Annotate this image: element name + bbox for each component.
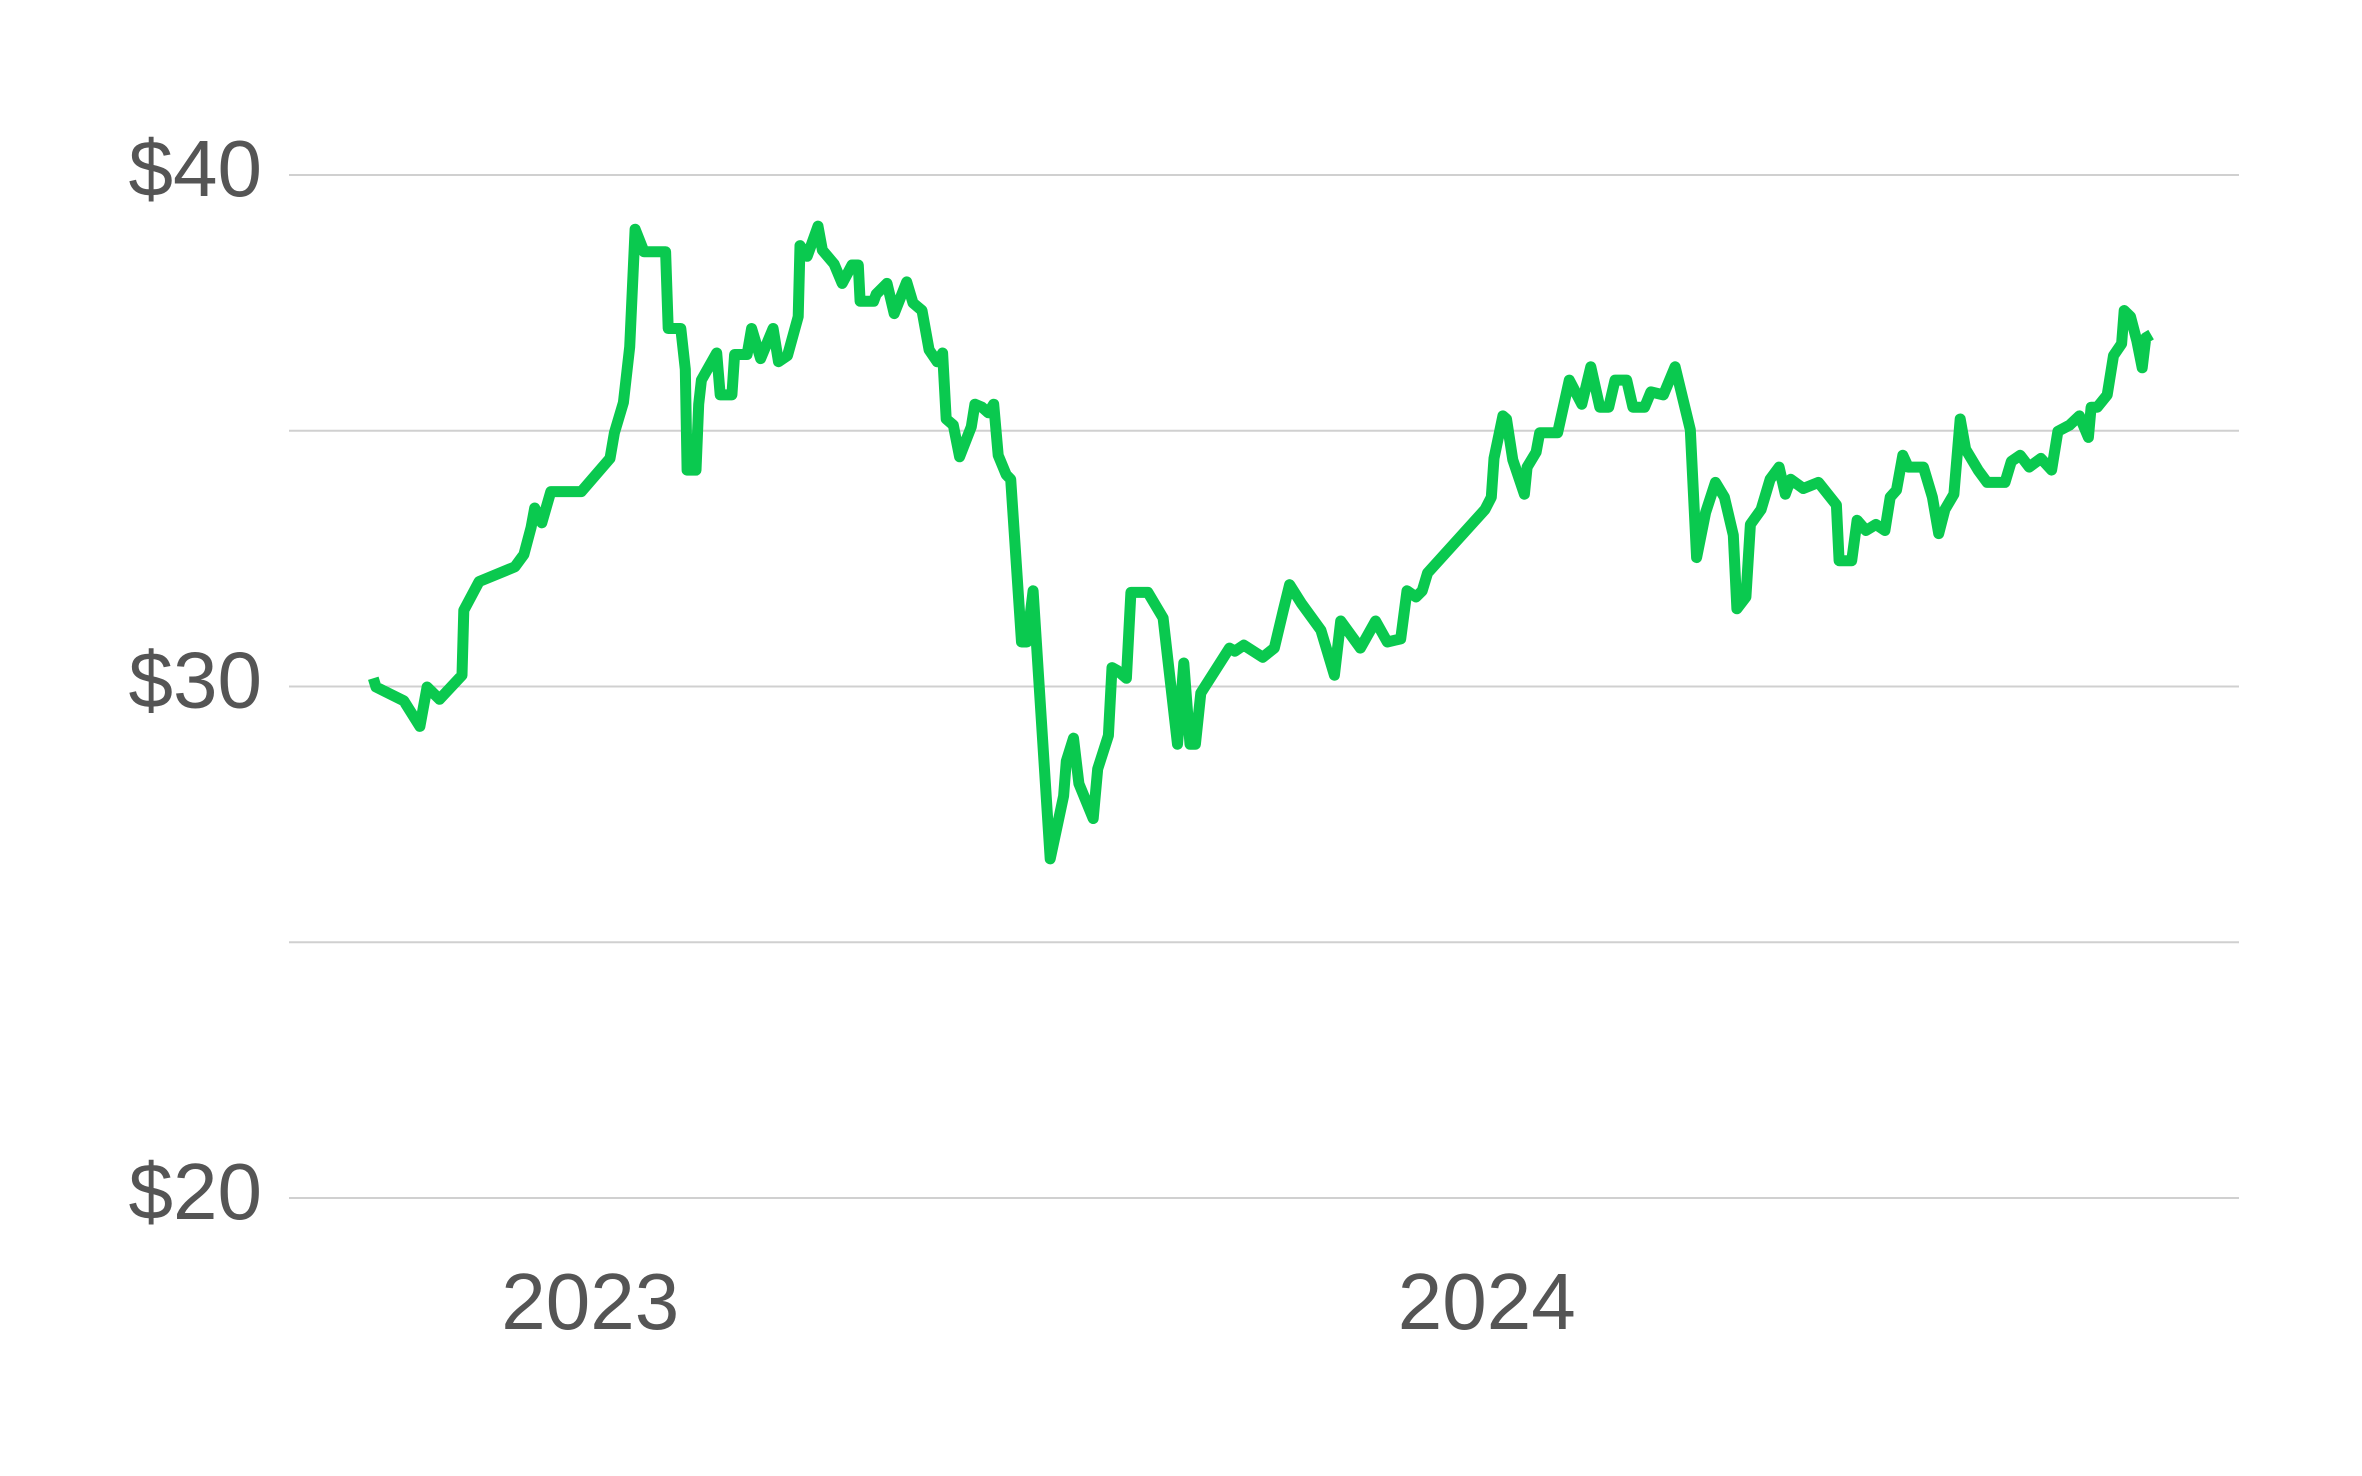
x-tick-label: 2024 — [1398, 1257, 1576, 1346]
y-tick-label: $40 — [129, 124, 262, 213]
price-line — [368, 220, 2154, 865]
x-tick-label: 2023 — [501, 1257, 679, 1346]
y-tick-label: $20 — [129, 1147, 262, 1236]
y-tick-label: $30 — [129, 636, 262, 725]
